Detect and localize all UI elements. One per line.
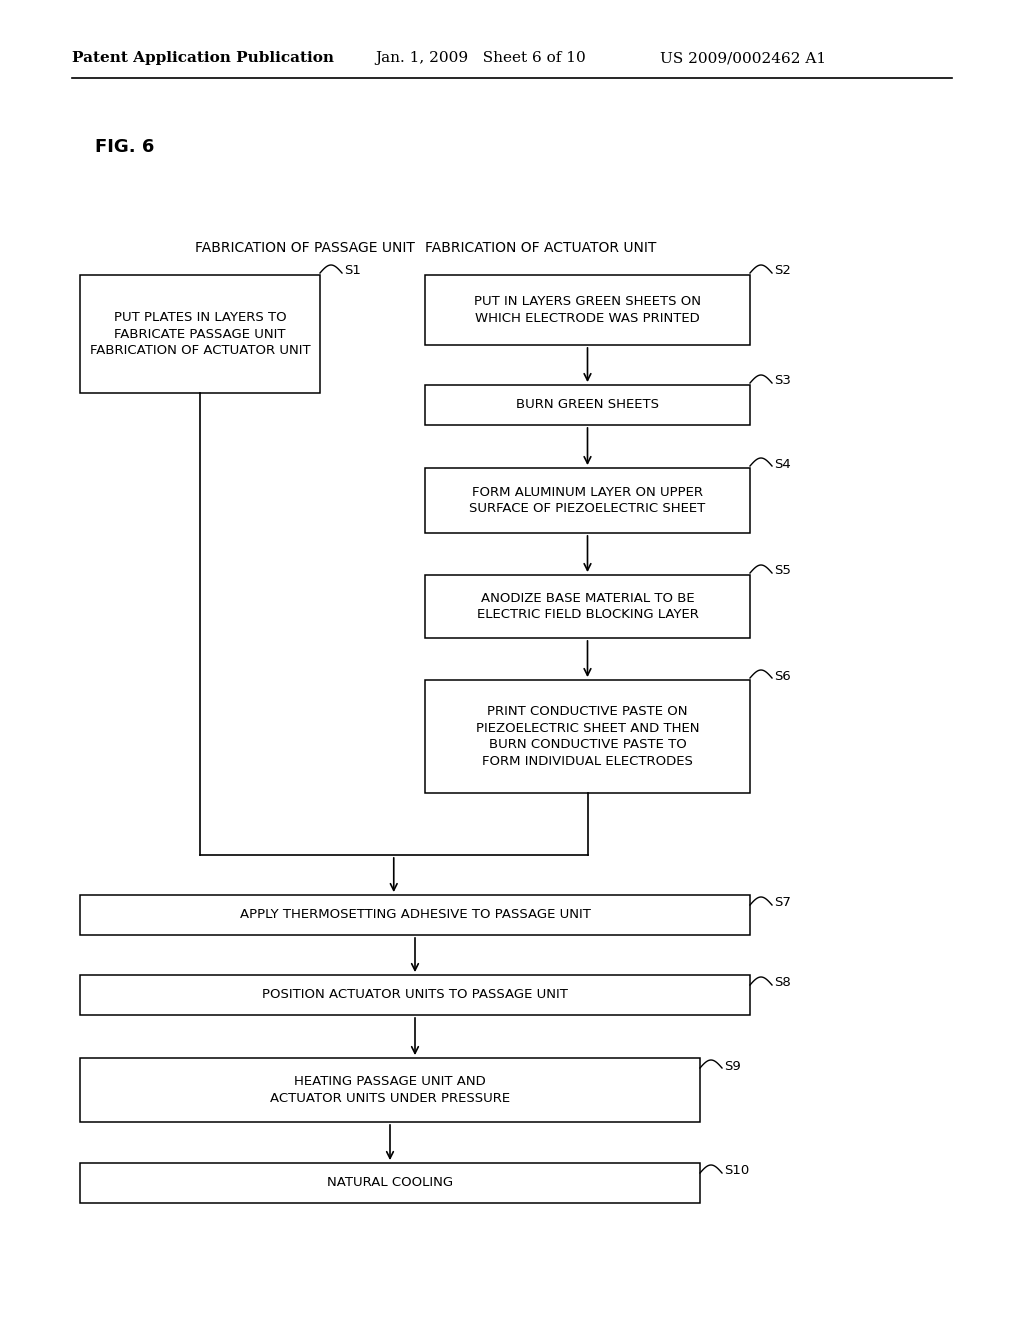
Bar (425, 275, 750, 345)
Text: S1: S1 (344, 264, 360, 277)
Bar (80, 895, 750, 935)
Text: S5: S5 (774, 565, 791, 578)
Text: Jan. 1, 2009   Sheet 6 of 10: Jan. 1, 2009 Sheet 6 of 10 (375, 51, 586, 65)
Text: S9: S9 (724, 1060, 740, 1072)
Bar (80, 1059, 700, 1122)
Text: POSITION ACTUATOR UNITS TO PASSAGE UNIT: POSITION ACTUATOR UNITS TO PASSAGE UNIT (262, 989, 568, 1002)
Text: S7: S7 (774, 896, 791, 909)
Text: S8: S8 (774, 977, 791, 990)
Bar (425, 469, 750, 533)
Text: PUT IN LAYERS GREEN SHEETS ON
WHICH ELECTRODE WAS PRINTED: PUT IN LAYERS GREEN SHEETS ON WHICH ELEC… (474, 296, 701, 325)
Text: US 2009/0002462 A1: US 2009/0002462 A1 (660, 51, 826, 65)
Text: FORM ALUMINUM LAYER ON UPPER
SURFACE OF PIEZOELECTRIC SHEET: FORM ALUMINUM LAYER ON UPPER SURFACE OF … (469, 486, 706, 515)
Text: S10: S10 (724, 1164, 750, 1177)
Text: Patent Application Publication: Patent Application Publication (72, 51, 334, 65)
Bar (425, 385, 750, 425)
Text: PRINT CONDUCTIVE PASTE ON
PIEZOELECTRIC SHEET AND THEN
BURN CONDUCTIVE PASTE TO
: PRINT CONDUCTIVE PASTE ON PIEZOELECTRIC … (476, 705, 699, 768)
Text: S4: S4 (774, 458, 791, 470)
Text: PUT PLATES IN LAYERS TO
FABRICATE PASSAGE UNIT
FABRICATION OF ACTUATOR UNIT: PUT PLATES IN LAYERS TO FABRICATE PASSAG… (90, 312, 310, 356)
Bar (80, 1163, 700, 1203)
Text: FIG. 6: FIG. 6 (95, 139, 155, 156)
Text: FABRICATION OF PASSAGE UNIT: FABRICATION OF PASSAGE UNIT (195, 242, 415, 255)
Bar (80, 275, 319, 393)
Text: NATURAL COOLING: NATURAL COOLING (327, 1176, 453, 1189)
Text: S3: S3 (774, 375, 791, 388)
Text: FABRICATION OF ACTUATOR UNIT: FABRICATION OF ACTUATOR UNIT (425, 242, 656, 255)
Text: BURN GREEN SHEETS: BURN GREEN SHEETS (516, 399, 659, 412)
Bar (80, 975, 750, 1015)
Text: APPLY THERMOSETTING ADHESIVE TO PASSAGE UNIT: APPLY THERMOSETTING ADHESIVE TO PASSAGE … (240, 908, 591, 921)
Bar (425, 576, 750, 638)
Text: S6: S6 (774, 669, 791, 682)
Text: ANODIZE BASE MATERIAL TO BE
ELECTRIC FIELD BLOCKING LAYER: ANODIZE BASE MATERIAL TO BE ELECTRIC FIE… (476, 591, 698, 622)
Bar (425, 680, 750, 793)
Text: S2: S2 (774, 264, 791, 277)
Text: HEATING PASSAGE UNIT AND
ACTUATOR UNITS UNDER PRESSURE: HEATING PASSAGE UNIT AND ACTUATOR UNITS … (270, 1076, 510, 1105)
